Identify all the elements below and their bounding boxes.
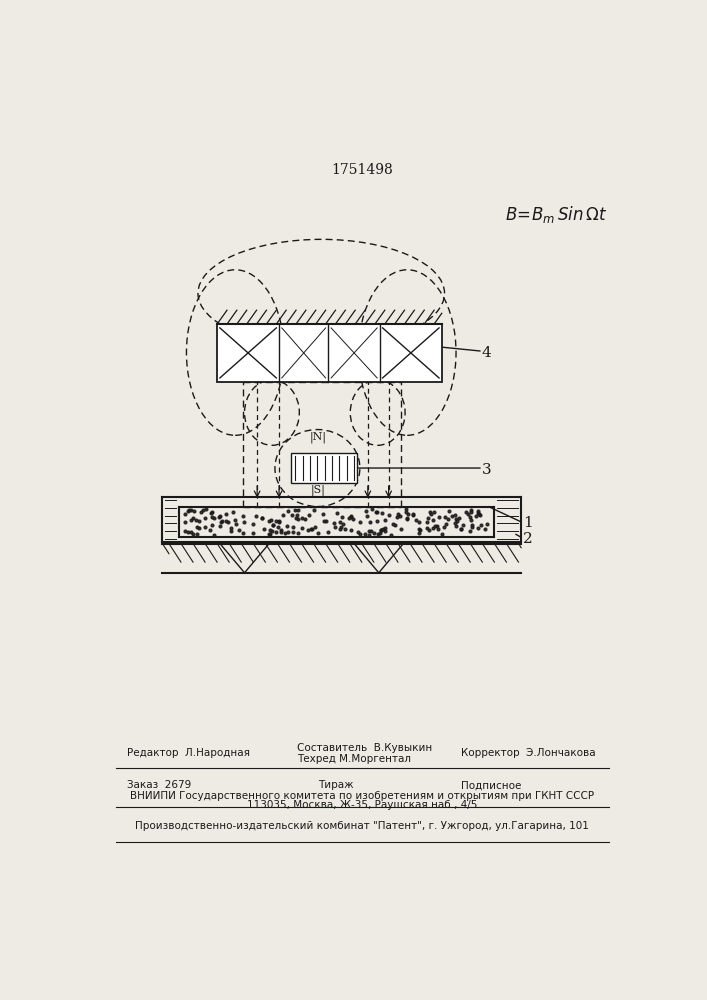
Text: 4: 4	[481, 346, 491, 360]
Text: 2: 2	[523, 532, 532, 546]
Text: Техред М.Моргентал: Техред М.Моргентал	[297, 754, 411, 764]
Text: Тираж: Тираж	[319, 780, 354, 790]
Text: 1751498: 1751498	[332, 163, 393, 177]
Text: |S|: |S|	[311, 485, 326, 496]
Text: $B\!=\!B_m\,Sin\,\Omega t$: $B\!=\!B_m\,Sin\,\Omega t$	[505, 204, 607, 225]
Text: Подписное: Подписное	[461, 780, 521, 790]
Bar	[291, 453, 357, 483]
Text: |N|: |N|	[310, 431, 327, 443]
Text: 1: 1	[523, 516, 532, 530]
Text: 3: 3	[481, 463, 491, 477]
Text: Корректор  Э.Лончакова: Корректор Э.Лончакова	[461, 748, 595, 758]
Text: Заказ  2679: Заказ 2679	[127, 780, 191, 790]
Text: ВНИИПИ Государственного комитета по изобретениям и открытиям при ГКНТ СССР: ВНИИПИ Государственного комитета по изоб…	[130, 791, 595, 801]
Text: Редактор  Л.Народная: Редактор Л.Народная	[127, 748, 250, 758]
Text: Составитель  В.Кувыкин: Составитель В.Кувыкин	[297, 743, 432, 753]
Text: 113035, Москва, Ж-35, Раушская наб., 4/5: 113035, Москва, Ж-35, Раушская наб., 4/5	[247, 800, 477, 810]
Bar	[217, 324, 442, 382]
Text: Производственно-издательский комбинат "Патент", г. Ужгород, ул.Гагарина, 101: Производственно-издательский комбинат "П…	[136, 821, 589, 831]
